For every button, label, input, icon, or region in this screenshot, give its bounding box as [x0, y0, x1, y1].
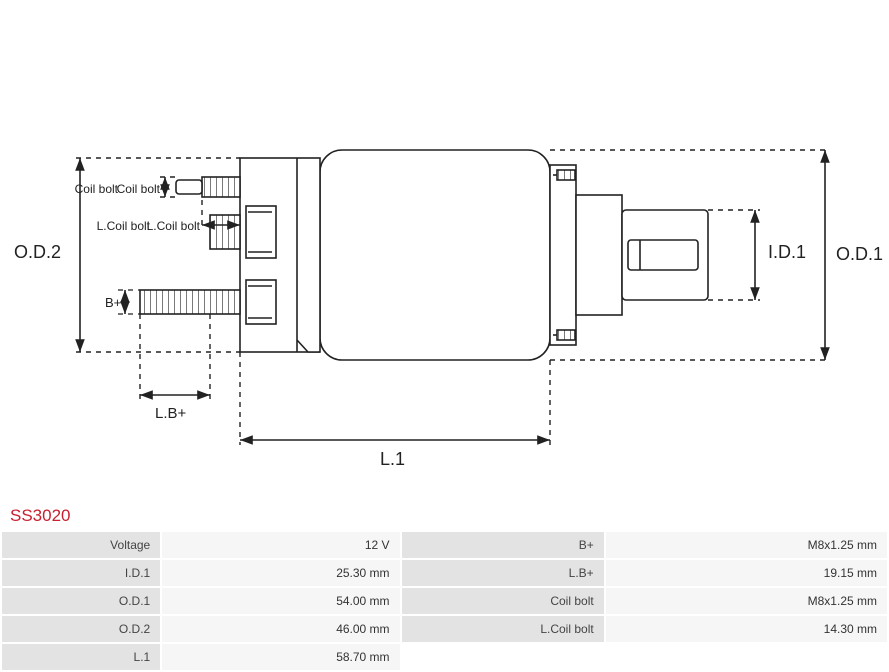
spec-label: O.D.2 [2, 616, 160, 642]
label-lbplus: L.B+ [155, 405, 187, 422]
table-row: L.158.70 mm [2, 644, 887, 670]
spec-value: 46.00 mm [162, 616, 399, 642]
spec-label: L.B+ [402, 560, 604, 586]
label-od1: O.D.1 [836, 244, 883, 264]
spec-table: Voltage12 VB+M8x1.25 mmI.D.125.30 mmL.B+… [0, 530, 889, 672]
label-coil-bolt: Coil bolt [75, 182, 119, 196]
spec-label: Voltage [2, 532, 160, 558]
spec-value: M8x1.25 mm [606, 588, 887, 614]
label-od2: O.D.2 [14, 242, 61, 262]
spec-label [402, 644, 604, 670]
spec-value: 14.30 mm [606, 616, 887, 642]
label-coil-bolt-2: Coil bolt [117, 182, 161, 196]
label-l-coil-bolt: L.Coil bolt [97, 219, 151, 233]
spec-value [606, 644, 887, 670]
spec-value: 19.15 mm [606, 560, 887, 586]
table-row: Voltage12 VB+M8x1.25 mm [2, 532, 887, 558]
label-id1: I.D.1 [768, 242, 806, 262]
label-bplus: B+ [105, 295, 121, 310]
spec-value: 25.30 mm [162, 560, 399, 586]
table-row: O.D.246.00 mmL.Coil bolt14.30 mm [2, 616, 887, 642]
spec-label: L.Coil bolt [402, 616, 604, 642]
spec-value: 12 V [162, 532, 399, 558]
spec-value: M8x1.25 mm [606, 532, 887, 558]
table-row: I.D.125.30 mmL.B+19.15 mm [2, 560, 887, 586]
spec-label: B+ [402, 532, 604, 558]
spec-value: 58.70 mm [162, 644, 399, 670]
label-l1: L.1 [380, 449, 405, 469]
table-row: O.D.154.00 mmCoil boltM8x1.25 mm [2, 588, 887, 614]
technical-diagram: O.D.2 O.D.1 I.D.1 L.1 L.B+ B+ Coil bolt … [0, 0, 889, 500]
spec-label: Coil bolt [402, 588, 604, 614]
spec-label: I.D.1 [2, 560, 160, 586]
spec-value: 54.00 mm [162, 588, 399, 614]
spec-label: O.D.1 [2, 588, 160, 614]
part-code: SS3020 [0, 500, 889, 530]
label-l-coil-bolt-2: L.Coil bolt [147, 219, 201, 233]
spec-label: L.1 [2, 644, 160, 670]
